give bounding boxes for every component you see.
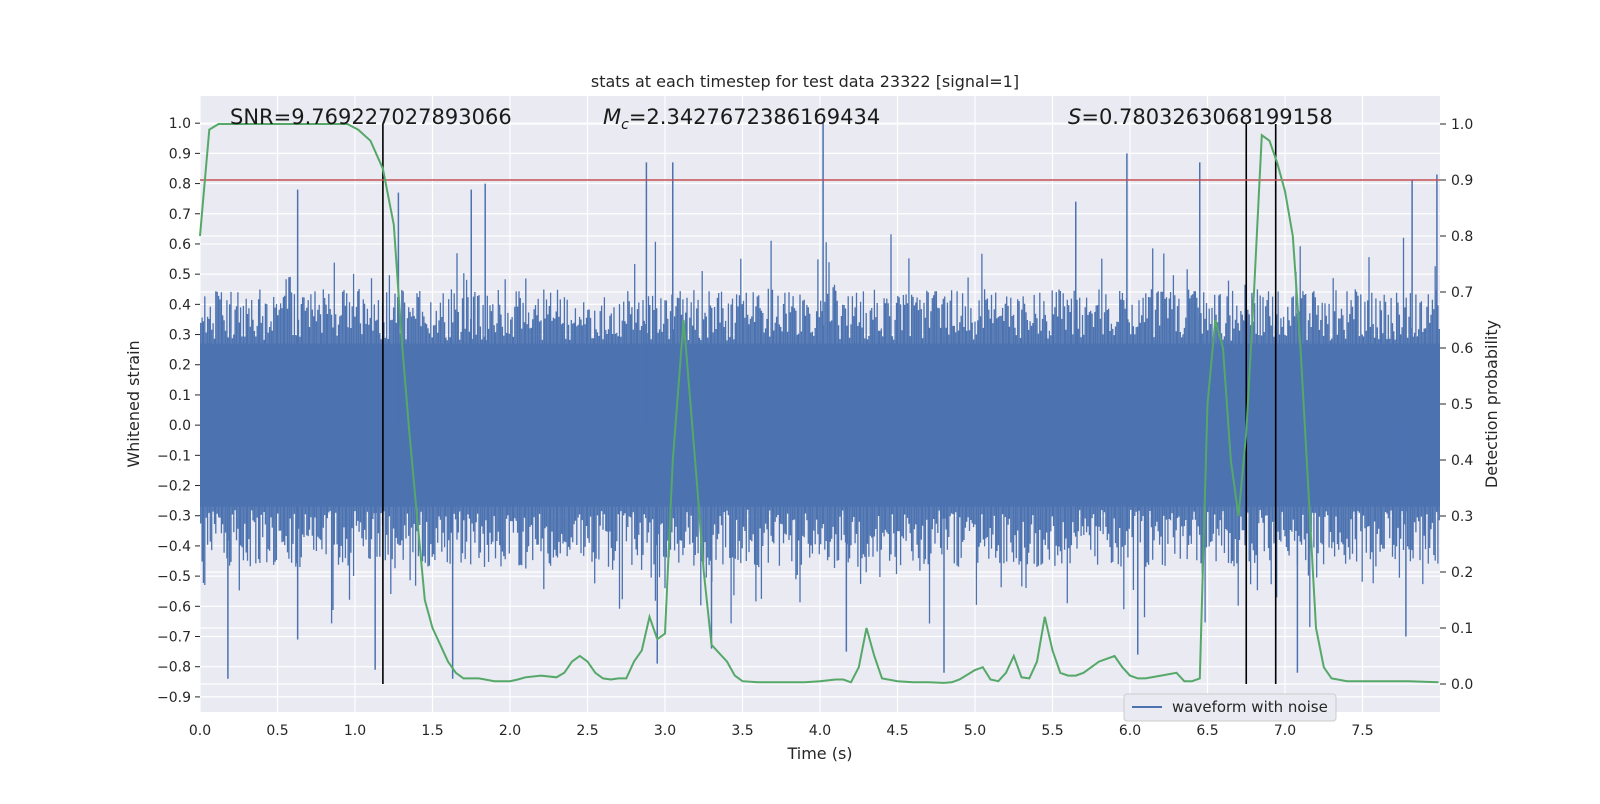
y2-axis-label: Detection probability xyxy=(1482,320,1501,488)
x-tick-label: 7.0 xyxy=(1274,723,1296,739)
y-tick-label: −0.6 xyxy=(157,599,191,615)
y-tick-label: 0.7 xyxy=(169,207,191,223)
y2-tick-label: 0.1 xyxy=(1451,621,1473,637)
x-axis-label: Time (s) xyxy=(786,744,852,763)
y-tick-labels: 1.0 0.9 0.8 0.7 0.6 0.5 0.4 0.3 0.2 0.1 0.0 −0.1 −0.… xyxy=(157,116,200,706)
y2-tick-label: 0.9 xyxy=(1451,173,1473,189)
y2-tick-label: 0.3 xyxy=(1451,509,1473,525)
x-tick-label: 6.0 xyxy=(1119,723,1141,739)
y2-tick-label: 1.0 xyxy=(1451,117,1473,133)
x-tick-label: 3.0 xyxy=(654,723,676,739)
y-tick-label: −0.1 xyxy=(157,448,191,464)
y-tick-label: 0.9 xyxy=(169,146,191,162)
x-tick-label: 6.5 xyxy=(1196,723,1218,739)
y-tick-label: 0.6 xyxy=(169,237,191,253)
chart-title: stats at each timestep for test data 233… xyxy=(591,72,1019,91)
y-tick-label: 0.1 xyxy=(169,388,191,404)
x-tick-label: 5.0 xyxy=(964,723,986,739)
y2-tick-label: 0.5 xyxy=(1451,397,1473,413)
y2-tick-labels: 1.0 0.9 0.8 0.7 0.6 0.5 0.4 0.3 0.2 0.1 0.0 xyxy=(1440,117,1473,693)
legend: waveform with noise xyxy=(1123,693,1337,722)
y2-tick-label: 0.7 xyxy=(1451,285,1473,301)
y-tick-label: 0.2 xyxy=(169,358,191,374)
y-tick-label: 1.0 xyxy=(169,116,191,132)
y2-tick-label: 0.6 xyxy=(1451,341,1473,357)
x-tick-label: 1.5 xyxy=(421,723,443,739)
y2-tick-label: 0.2 xyxy=(1451,565,1473,581)
y-tick-label: −0.2 xyxy=(157,479,191,495)
x-tick-label: 2.0 xyxy=(499,723,521,739)
y-tick-label: −0.3 xyxy=(157,509,191,525)
legend-box xyxy=(1123,693,1337,722)
x-tick-label: 7.5 xyxy=(1351,723,1373,739)
y2-tick-label: 0.4 xyxy=(1451,453,1473,469)
y-tick-label: 0.0 xyxy=(169,418,191,434)
x-tick-labels: 0.0 0.5 1.0 1.5 2.0 2.5 3.0 3.5 4.0 4.5 5.0 5.5 6.0 6… xyxy=(189,723,1374,739)
y2-tick-label: 0.8 xyxy=(1451,229,1473,245)
y-axis-label: Whitened strain xyxy=(124,340,143,467)
y-tick-label: −0.8 xyxy=(157,660,191,676)
y-tick-label: −0.7 xyxy=(157,630,191,646)
x-tick-label: 4.0 xyxy=(809,723,831,739)
y-tick-label: −0.4 xyxy=(157,539,191,555)
waveform-core-band xyxy=(200,343,1440,507)
y-tick-label: 0.5 xyxy=(169,267,191,283)
y2-tick-label: 0.0 xyxy=(1451,677,1473,693)
x-tick-label: 4.5 xyxy=(886,723,908,739)
y-tick-label: −0.9 xyxy=(157,690,191,706)
chirp-mass-annotation: Mc=2.3427672386169434 xyxy=(603,105,880,133)
y-tick-label: −0.5 xyxy=(157,569,191,585)
score-annotation: S=0.7803263068199158 xyxy=(1068,105,1333,129)
legend-label: waveform with noise xyxy=(1172,698,1328,716)
x-tick-label: 0.0 xyxy=(189,723,211,739)
probability-series xyxy=(199,123,1439,684)
x-tick-label: 1.0 xyxy=(344,723,366,739)
x-tick-label: 2.5 xyxy=(576,723,598,739)
x-tick-label: 3.5 xyxy=(731,723,753,739)
x-tick-label: 5.5 xyxy=(1041,723,1063,739)
y-tick-label: 0.3 xyxy=(169,328,191,344)
snr-annotation: SNR=9.769227027893066 xyxy=(230,105,512,129)
vertical-markers xyxy=(382,124,1277,684)
x-tick-label: 0.5 xyxy=(266,723,288,739)
y-tick-label: 0.8 xyxy=(169,177,191,193)
y-tick-label: 0.4 xyxy=(169,297,191,313)
